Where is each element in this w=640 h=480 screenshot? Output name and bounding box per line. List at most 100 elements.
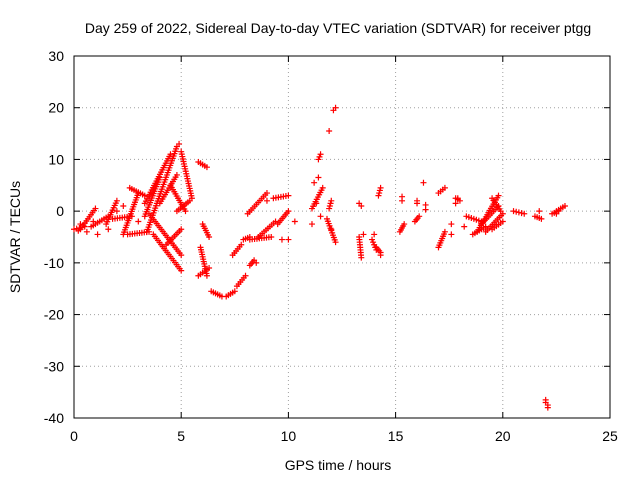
data-point [461,223,468,230]
data-point [401,221,408,228]
data-point [178,226,185,233]
data-point [328,197,335,204]
data-point [441,184,448,191]
data-point [135,218,142,225]
x-tick-label: 10 [281,428,297,444]
data-point [92,205,99,212]
data-point [285,236,292,243]
y-axis: -40 -30 -20 -10 0 10 20 30 [44,48,610,426]
data-point [518,210,525,217]
data-point [328,226,335,233]
data-point [319,184,326,191]
data-point [203,272,210,279]
plot-frame [73,55,611,419]
data-point [105,226,112,233]
data-point [544,404,551,411]
data-point [75,227,82,234]
data-point [206,265,213,272]
data-point [317,213,324,220]
data-point [231,288,238,295]
data-point [536,208,543,215]
data-point [448,231,455,238]
data-point [238,241,245,248]
data-point [315,174,322,181]
data-point [358,254,365,261]
data-point [141,192,148,199]
data-point [358,202,365,209]
y-tick-label: 10 [48,151,64,167]
data-point [317,151,324,158]
x-axis-label: GPS time / hours [285,457,392,473]
data-point [482,223,489,230]
y-tick-label: 20 [48,100,64,116]
data-point [285,208,292,215]
data-point [311,179,318,186]
data-point [441,228,448,235]
data-point [495,192,502,199]
data-point [203,164,210,171]
data-point [332,239,339,246]
x-tick-label: 5 [177,428,185,444]
data-point [83,228,90,235]
data-point [186,197,193,204]
data-point [90,218,97,225]
data-point [521,210,528,217]
x-tick-label: 25 [602,428,618,444]
y-tick-label: -10 [44,255,64,271]
data-point [278,236,285,243]
data-point [182,208,189,215]
data-point [399,193,406,200]
data-point [332,104,339,111]
data-point [448,221,455,228]
data-point [263,190,270,197]
chart-title: Day 259 of 2022, Sidereal Day-to-day VTE… [85,20,591,36]
data-point [291,218,298,225]
data-point [253,259,260,266]
data-point [377,184,384,191]
data-point [326,127,333,134]
data-point [94,231,101,238]
data-point [538,215,545,222]
y-tick-label: 0 [56,203,64,219]
x-tick-label: 20 [495,428,511,444]
x-axis: 0 5 10 15 20 25 [70,56,618,444]
data-point [497,208,504,215]
data-point [371,231,378,238]
data-point [268,234,275,240]
data-point [422,206,429,213]
data-point [452,200,459,207]
data-point [167,151,174,158]
data-point [113,197,120,204]
data-point [313,200,320,207]
data-point [414,200,421,207]
data-point [377,252,384,259]
y-tick-label: -40 [44,410,64,426]
data-point [77,221,84,228]
data-point [206,234,213,240]
data-point [561,202,568,209]
data-point [113,208,120,215]
data-point [176,140,183,147]
data-point [454,195,461,202]
data-point [553,210,560,217]
data-point [178,252,185,259]
data-point [515,209,522,216]
data-point [173,171,180,178]
data-point [178,267,185,274]
data-point [285,192,292,199]
y-tick-label: -20 [44,307,64,323]
data-point [360,231,367,238]
data-point [510,208,517,215]
data-point [420,179,427,186]
data-point [499,218,506,225]
data-point [242,272,249,279]
data-point [263,197,270,204]
data-point [120,202,127,209]
x-tick-label: 15 [388,428,404,444]
data-point [416,213,423,220]
data-point [513,208,520,215]
data-points [71,104,568,411]
y-axis-label: SDTVAR / TECUs [7,181,23,293]
x-tick-label: 0 [70,428,78,444]
